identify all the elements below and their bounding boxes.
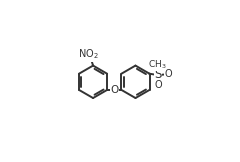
Text: O: O	[154, 80, 162, 90]
Text: S: S	[154, 69, 161, 81]
Text: CH$_3$: CH$_3$	[148, 58, 167, 71]
Text: O: O	[164, 69, 172, 79]
Text: NO$_2$: NO$_2$	[78, 47, 98, 61]
Text: O: O	[110, 85, 118, 95]
